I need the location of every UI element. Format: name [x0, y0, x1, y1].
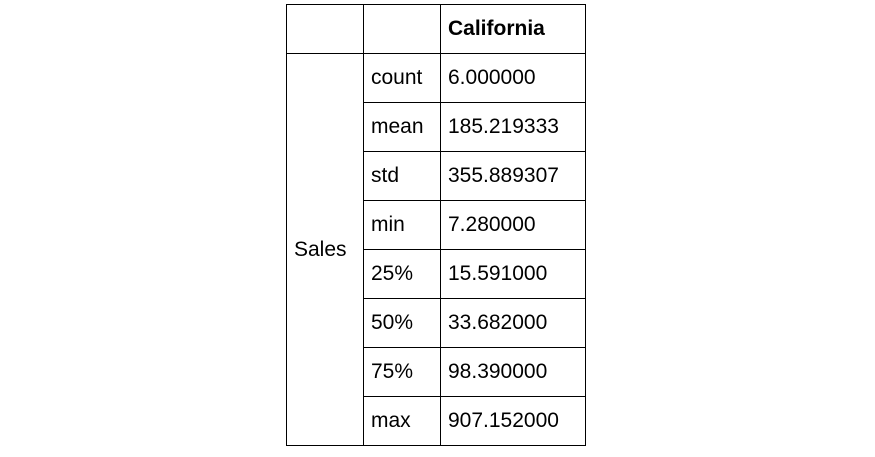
stat-value: 355.889307: [440, 151, 586, 201]
header-row: California: [286, 4, 586, 54]
stat-label: min: [363, 200, 441, 250]
table-row: 75% 98.390000: [287, 347, 586, 397]
stat-label: max: [363, 396, 441, 446]
group-label-sales: Sales: [286, 53, 364, 446]
corner-cell: [286, 4, 364, 54]
column-header-california: California: [440, 4, 586, 54]
table-row: std 355.889307: [287, 151, 586, 201]
stat-label: std: [363, 151, 441, 201]
stat-value: 6.000000: [440, 53, 586, 103]
stat-label: 25%: [363, 249, 441, 299]
stat-value: 33.682000: [440, 298, 586, 348]
table-row: Sales count 6.000000: [286, 53, 586, 446]
describe-table: California Sales count 6.000000 mean 185…: [286, 4, 586, 446]
table-row: 25% 15.591000: [287, 249, 586, 299]
stat-label: 50%: [363, 298, 441, 348]
table-row: mean 185.219333: [287, 102, 586, 152]
stat-value: 15.591000: [440, 249, 586, 299]
table-row: min 7.280000: [287, 200, 586, 250]
table-row: 50% 33.682000: [287, 298, 586, 348]
stat-label: count: [363, 53, 441, 103]
stat-value: 98.390000: [440, 347, 586, 397]
stat-label: 75%: [363, 347, 441, 397]
stat-value: 7.280000: [440, 200, 586, 250]
stat-value: 907.152000: [440, 396, 586, 446]
table-row: max 907.152000: [287, 396, 586, 446]
index-header-cell: [363, 4, 441, 54]
stat-value: 185.219333: [440, 102, 586, 152]
stat-label: mean: [363, 102, 441, 152]
